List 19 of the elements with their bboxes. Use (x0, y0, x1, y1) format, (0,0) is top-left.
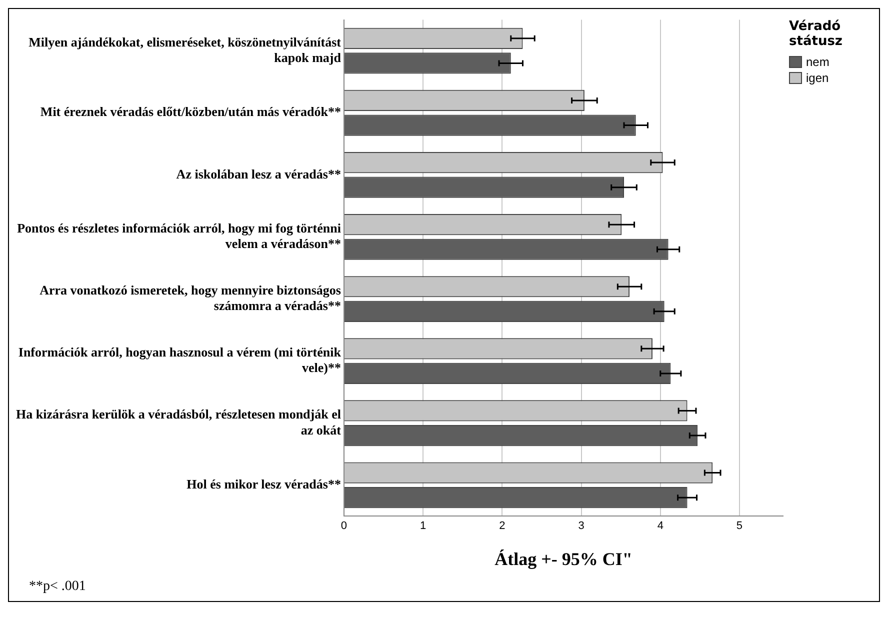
legend-title: Véradó státusz (789, 19, 844, 49)
x-tick-label: 4 (657, 520, 664, 532)
y-tick-label: Hol és mikor lesz véradás** (186, 476, 341, 492)
x-tick-label: 0 (340, 520, 348, 532)
y-tick-label: Milyen ajándékokat, elismeréseket, köszönetnyilvánítást kapok majd (28, 34, 342, 65)
y-tick-label: Mit éreznek véradás előtt/közben/után más véradók** (40, 104, 341, 120)
x-tick-label: 5 (736, 520, 743, 532)
x-tick-label: 3 (578, 520, 584, 532)
legend-label: nem (806, 55, 830, 69)
y-tick-label: Arra vonatkozó ismeretek, hogy mennyire biztonságos számomra a véradás** (40, 282, 341, 314)
y-tick-label: Információk arról, hogyan hasznosul a vérem (mi történik vele)** (18, 344, 342, 376)
y-tick-label: Az iskolában lesz a véradás** (176, 166, 341, 182)
legend-label: igen (806, 71, 829, 85)
y-tick-label: Pontos és részletes információk arról, hogy mi fog történni velem a véradáson** (17, 220, 342, 252)
x-tick-label: 1 (420, 520, 426, 532)
text: **p< .001 (28, 579, 87, 596)
x-tick-label: 2 (499, 520, 506, 532)
y-tick-label: Ha kizárásra kerülök a véradásból, részletesen mondják el az okát (16, 406, 342, 438)
x-axis-title: Átlag +- 95% CI" (494, 548, 632, 569)
